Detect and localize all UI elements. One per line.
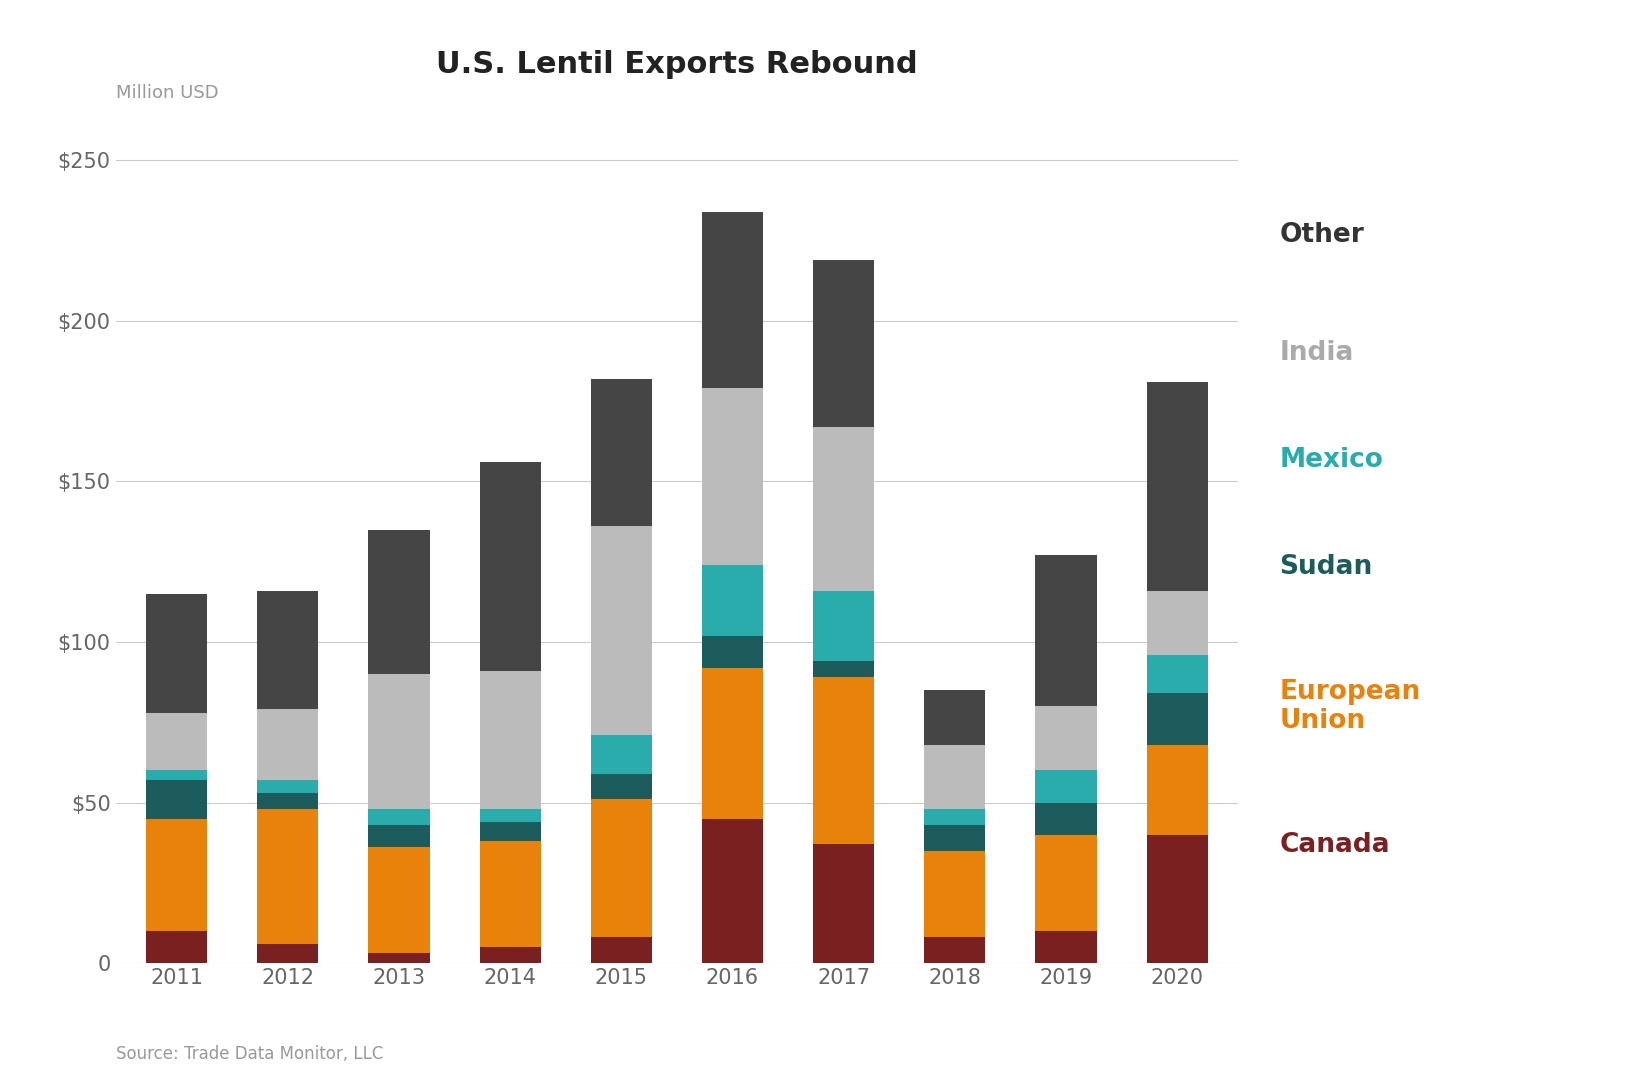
Bar [147,819,208,931]
Bar [702,212,763,388]
Bar [368,674,429,809]
Text: European
Union: European Union [1280,678,1422,734]
Bar [147,594,208,713]
Bar [147,931,208,963]
Bar [258,809,319,944]
Bar [1146,655,1207,693]
Text: U.S. Lentil Exports Rebound: U.S. Lentil Exports Rebound [436,49,918,79]
Text: Source: Trade Data Monitor, LLC: Source: Trade Data Monitor, LLC [116,1045,383,1064]
Bar [925,937,986,963]
Bar [1146,693,1207,745]
Bar [702,565,763,636]
Bar [812,260,875,427]
Bar [1035,931,1096,963]
Bar [479,841,542,947]
Bar [702,668,763,819]
Bar [702,388,763,565]
Bar [925,851,986,937]
Bar [812,677,875,844]
Bar [368,953,429,963]
Bar [702,819,763,963]
Bar [1146,591,1207,655]
Bar [591,799,652,937]
Text: Mexico: Mexico [1280,447,1384,473]
Bar [479,809,542,822]
Bar [368,530,429,674]
Bar [591,735,652,774]
Bar [591,774,652,799]
Text: Canada: Canada [1280,832,1390,858]
Bar [1035,706,1096,770]
Bar [1146,835,1207,963]
Bar [479,671,542,809]
Bar [591,526,652,735]
Bar [147,713,208,770]
Bar [479,822,542,841]
Bar [812,427,875,591]
Bar [1035,770,1096,802]
Text: India: India [1280,340,1354,366]
Bar [925,690,986,745]
Text: Other: Other [1280,223,1364,248]
Bar [368,809,429,825]
Bar [925,745,986,809]
Bar [1146,745,1207,835]
Bar [812,661,875,677]
Bar [479,462,542,671]
Bar [1035,555,1096,706]
Bar [368,825,429,847]
Text: Million USD: Million USD [116,83,218,102]
Bar [368,847,429,953]
Bar [147,780,208,819]
Bar [1035,802,1096,835]
Bar [812,844,875,963]
Bar [258,591,319,709]
Bar [479,947,542,963]
Bar [925,825,986,851]
Bar [1035,835,1096,931]
Text: Sudan: Sudan [1280,554,1372,580]
Bar [702,636,763,668]
Bar [591,379,652,526]
Bar [591,937,652,963]
Bar [258,780,319,793]
Bar [1146,382,1207,591]
Bar [925,809,986,825]
Bar [258,944,319,963]
Bar [147,770,208,780]
Bar [812,591,875,661]
Bar [258,793,319,809]
Bar [258,709,319,780]
